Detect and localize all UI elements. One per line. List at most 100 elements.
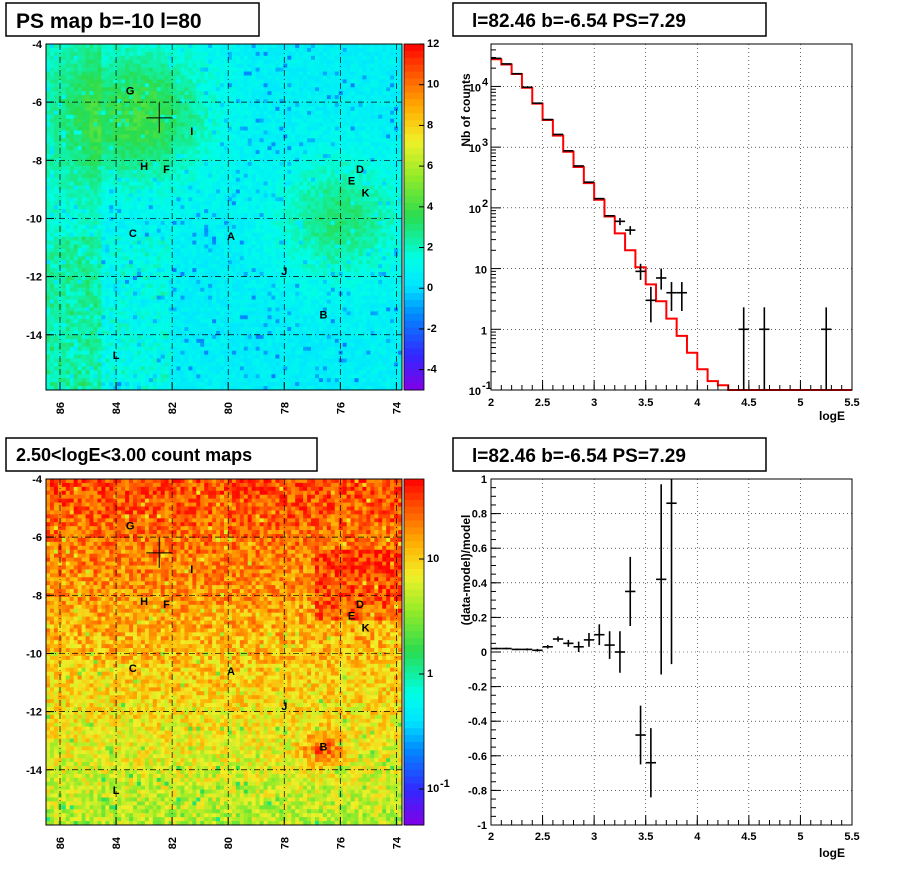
heatmap-cell bbox=[235, 217, 241, 222]
heatmap-cell bbox=[85, 130, 90, 135]
heatmap-cell bbox=[125, 256, 130, 261]
heatmap-cell bbox=[184, 260, 189, 265]
heatmap-cell bbox=[275, 126, 280, 131]
heatmap-cell bbox=[156, 75, 162, 80]
heatmap-cell bbox=[73, 71, 79, 76]
heatmap-cell bbox=[172, 244, 177, 249]
heatmap-cell bbox=[378, 213, 383, 218]
heatmap-cell bbox=[307, 71, 312, 76]
heatmap-cell bbox=[231, 154, 237, 159]
heatmap-cell bbox=[105, 244, 110, 249]
heatmap-cell bbox=[224, 161, 229, 167]
heatmap-cell bbox=[81, 205, 86, 210]
heatmap-cell bbox=[390, 154, 395, 159]
heatmap-cell bbox=[362, 63, 367, 68]
heatmap-cell bbox=[152, 142, 158, 147]
heatmap-cell bbox=[378, 83, 383, 88]
heatmap-cell bbox=[89, 99, 94, 104]
heatmap-cell bbox=[366, 55, 371, 61]
heatmap-cell bbox=[69, 217, 75, 222]
heatmap-cell bbox=[125, 47, 130, 53]
heatmap-cell bbox=[164, 99, 170, 104]
heatmap-cell bbox=[144, 122, 150, 127]
heatmap-cell bbox=[192, 67, 197, 72]
heatmap-cell bbox=[148, 106, 154, 112]
heatmap-cell bbox=[121, 51, 126, 57]
heatmap-cell bbox=[196, 114, 201, 120]
heatmap-cell bbox=[362, 71, 367, 76]
heatmap-cell bbox=[378, 95, 383, 100]
heatmap-cell bbox=[144, 71, 150, 76]
heatmap-cell bbox=[160, 193, 166, 198]
heatmap-cell bbox=[330, 161, 336, 167]
heatmap-cell bbox=[184, 232, 189, 238]
heatmap-cell bbox=[342, 248, 348, 253]
heatmap-cell bbox=[275, 102, 280, 108]
heatmap-cell bbox=[382, 201, 387, 206]
heatmap-cell bbox=[354, 95, 359, 100]
heatmap-cell bbox=[152, 106, 158, 112]
heatmap-cell bbox=[295, 83, 300, 88]
heatmap-cell bbox=[168, 228, 173, 234]
heatmap-cell bbox=[196, 256, 201, 261]
heatmap-cell bbox=[121, 91, 126, 96]
heatmap-cell bbox=[168, 79, 173, 84]
heatmap-cell bbox=[117, 130, 122, 135]
heatmap-cell bbox=[81, 102, 86, 108]
heatmap-cell bbox=[208, 44, 213, 49]
heatmap-cell bbox=[121, 252, 126, 257]
heatmap-cell bbox=[184, 240, 189, 245]
heatmap-cell bbox=[93, 177, 98, 183]
heatmap-cell bbox=[350, 79, 355, 84]
heatmap-cell bbox=[89, 193, 94, 198]
heatmap-cell bbox=[314, 110, 320, 116]
heatmap-cell bbox=[180, 63, 185, 68]
heatmap-cell bbox=[231, 150, 237, 155]
heatmap-cell bbox=[57, 260, 63, 265]
heatmap-cell bbox=[374, 161, 379, 167]
heatmap-cell bbox=[346, 213, 351, 218]
heatmap-cell bbox=[113, 75, 118, 80]
heatmap-cell bbox=[303, 146, 308, 151]
heatmap-cell bbox=[101, 201, 106, 206]
heatmap-cell bbox=[136, 244, 142, 249]
heatmap-cell bbox=[378, 146, 383, 151]
heatmap-cell bbox=[362, 158, 367, 163]
heatmap-cell bbox=[338, 79, 344, 84]
heatmap-cell bbox=[303, 232, 308, 238]
heatmap-cell bbox=[148, 228, 154, 234]
heatmap-cell bbox=[53, 106, 59, 112]
heatmap-cell bbox=[204, 134, 209, 139]
heatmap-cell bbox=[180, 47, 185, 53]
heatmap-cell bbox=[243, 181, 249, 186]
heatmap-cell bbox=[140, 217, 146, 222]
heatmap-cell bbox=[255, 189, 260, 194]
heatmap-cell bbox=[346, 87, 351, 92]
heatmap-cell bbox=[243, 138, 249, 143]
heatmap-cell bbox=[350, 154, 355, 159]
heatmap-cell bbox=[89, 213, 94, 218]
heatmap-cell bbox=[378, 118, 383, 124]
heatmap-cell bbox=[69, 91, 75, 96]
heatmap-cell bbox=[342, 252, 348, 257]
heatmap-cell bbox=[49, 228, 55, 234]
heatmap-cell bbox=[220, 248, 225, 253]
heatmap-cell bbox=[85, 220, 90, 226]
heatmap-cell bbox=[69, 83, 75, 88]
heatmap-cell bbox=[152, 217, 158, 222]
heatmap-cell bbox=[311, 244, 316, 249]
heatmap-cell bbox=[366, 213, 371, 218]
heatmap-cell bbox=[303, 165, 308, 171]
heatmap-cell bbox=[184, 228, 189, 234]
heatmap-cell bbox=[105, 146, 110, 151]
heatmap-cell bbox=[168, 248, 173, 253]
heatmap-cell bbox=[125, 130, 130, 135]
heatmap-cell bbox=[326, 189, 332, 194]
heatmap-cell bbox=[180, 95, 185, 100]
heatmap-cell bbox=[46, 122, 51, 127]
heatmap-cell bbox=[267, 232, 272, 238]
heatmap-cell bbox=[243, 165, 249, 171]
heatmap-cell bbox=[374, 165, 379, 171]
heatmap-cell bbox=[235, 228, 241, 234]
heatmap-cell bbox=[140, 67, 146, 72]
